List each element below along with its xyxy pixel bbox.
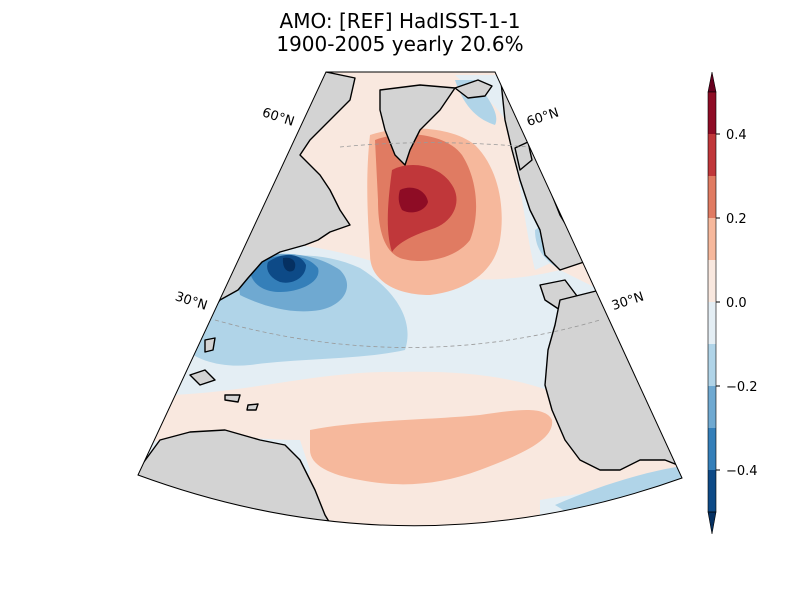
lat-label-60n-west: 60°N	[260, 105, 296, 129]
colorbar-seg	[708, 134, 716, 176]
colorbar-bottom-extend	[707, 511, 717, 535]
hispaniola	[224, 394, 241, 403]
greenland	[379, 84, 456, 166]
colorbar-seg	[708, 428, 716, 470]
colorbar-seg	[708, 302, 716, 344]
lat-label-30n-east: 30°N	[610, 289, 646, 313]
colorbar-tick-label: 0.4	[726, 128, 747, 143]
iceland-coast	[454, 79, 493, 99]
florida-keys	[204, 337, 216, 353]
puerto-rico	[246, 403, 259, 411]
colorbar-seg	[708, 176, 716, 218]
colorbar-seg	[708, 92, 716, 134]
colorbar-top-extend	[707, 71, 717, 93]
colorbar-tick-label: 0.2	[726, 212, 747, 227]
map-title: AMO: [REF] HadISST-1-1	[279, 9, 521, 33]
africa	[544, 289, 682, 471]
colorbar-seg	[708, 260, 716, 302]
british-isles	[514, 141, 533, 171]
map-subtitle: 1900-2005 yearly 20.6%	[276, 32, 524, 56]
colorbar: 0.4 0.2 0.0 −0.2 −0.4	[707, 71, 758, 535]
lat-label-30n-west: 30°N	[173, 289, 209, 313]
colorbar-tick-label: −0.4	[726, 464, 758, 479]
pos01-tropical	[310, 410, 553, 485]
south-america	[138, 429, 341, 526]
pos04-subpolar	[398, 187, 428, 213]
colorbar-seg	[708, 218, 716, 260]
cuba	[189, 369, 216, 386]
lat-label-60n-east: 60°N	[525, 105, 561, 129]
colorbar-seg	[708, 470, 716, 512]
colorbar-tick-label: −0.2	[726, 380, 758, 395]
gridline-30n	[214, 319, 601, 348]
colorbar-seg	[708, 344, 716, 386]
colorbar-seg	[708, 386, 716, 428]
anomaly-field	[138, 72, 682, 526]
map-frame	[137, 71, 683, 527]
neg05-region	[282, 257, 296, 272]
colorbar-tick-label: 0.0	[726, 296, 747, 311]
